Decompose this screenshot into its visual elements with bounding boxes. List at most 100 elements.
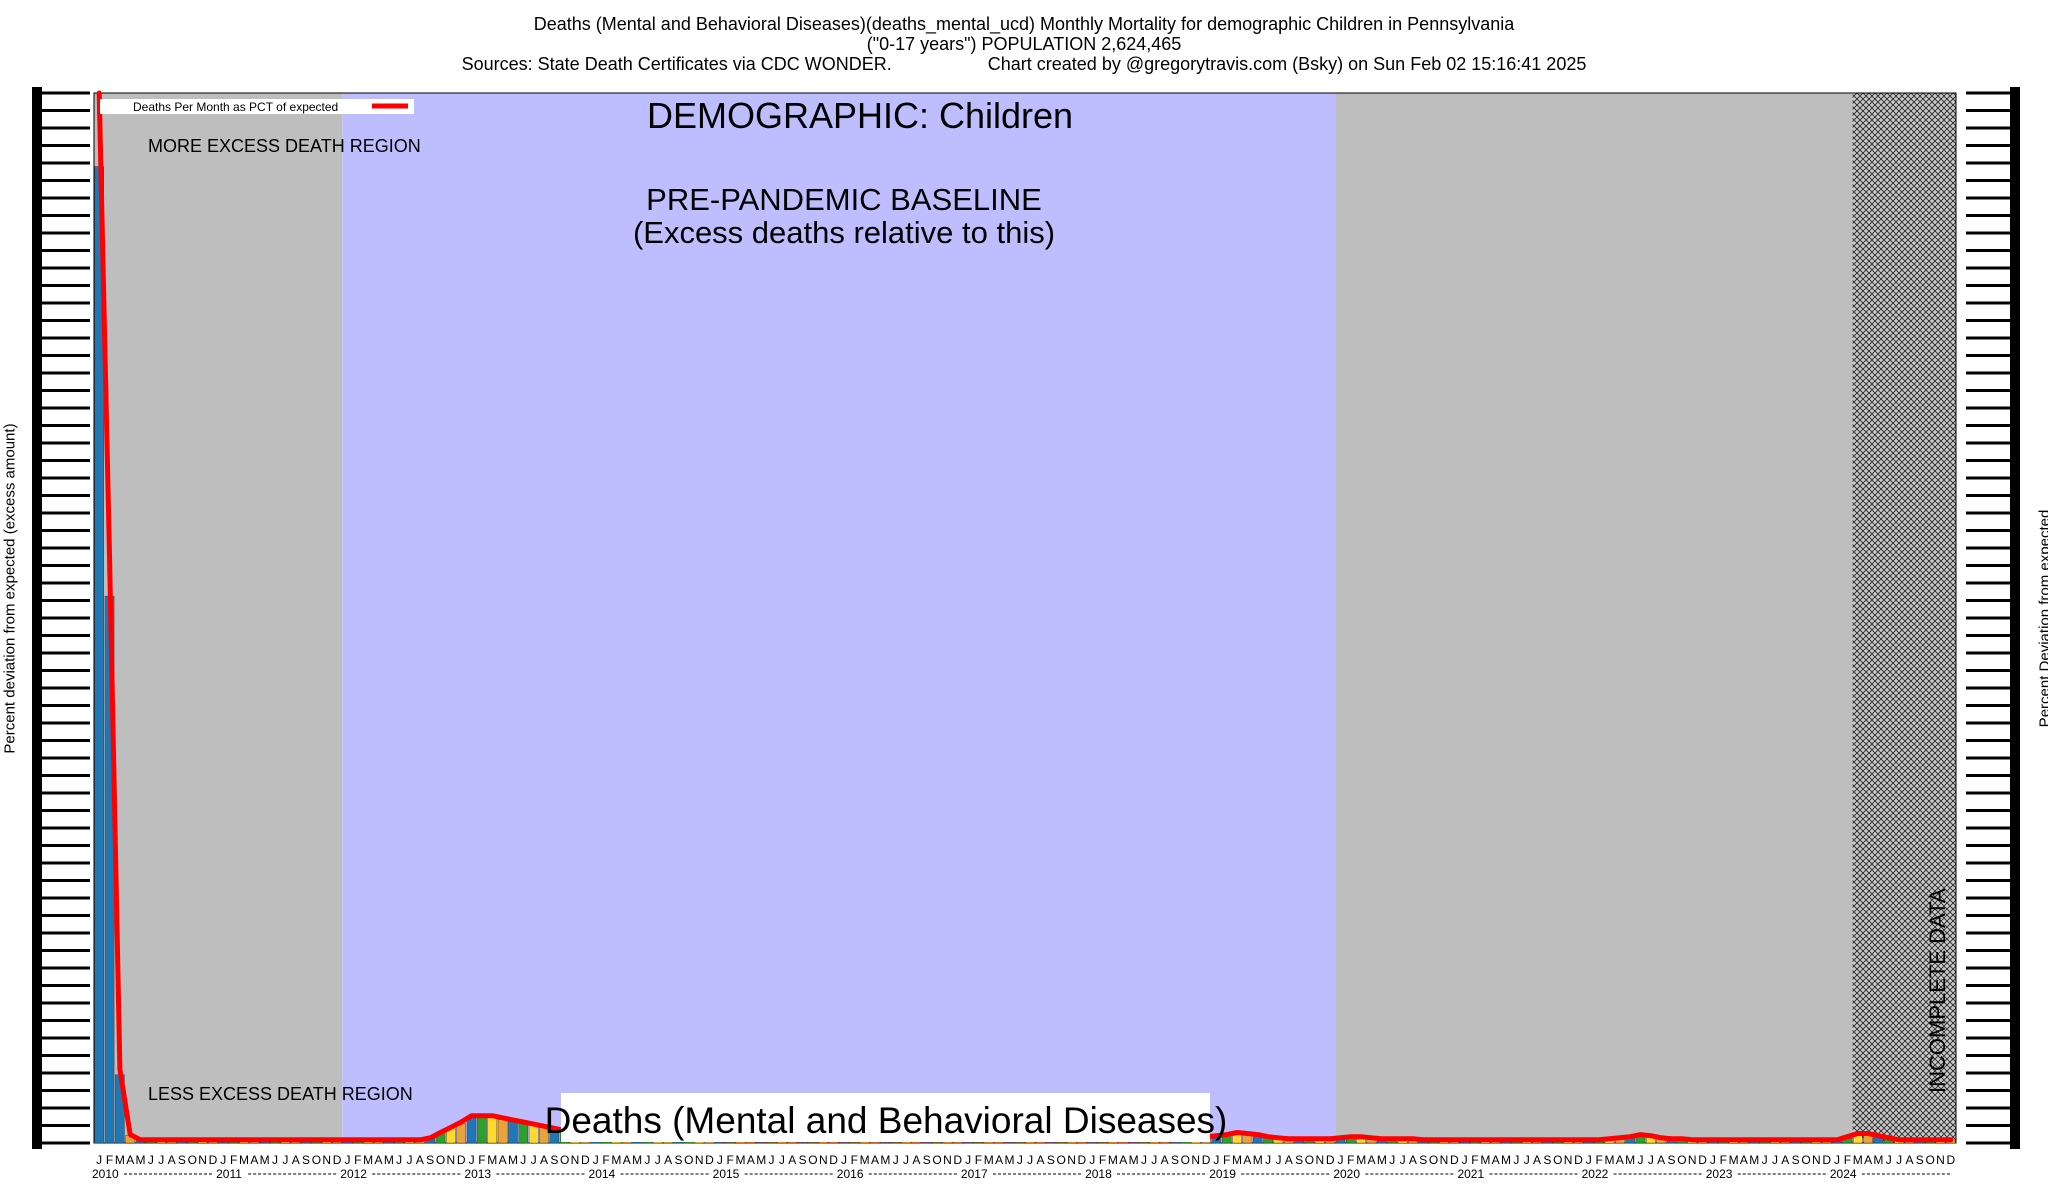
x-tick-year: 2024 — [1830, 1167, 1857, 1181]
x-tick-month: M — [860, 1153, 870, 1167]
x-tick-month: M — [384, 1153, 394, 1167]
x-tick-month: M — [880, 1153, 890, 1167]
x-tick-month: J — [344, 1153, 350, 1167]
x-tick-month: A — [499, 1153, 507, 1167]
x-tick-month: M — [1253, 1153, 1263, 1167]
data-bar — [487, 1117, 498, 1144]
x-tick-year: 2013 — [464, 1167, 491, 1181]
x-tick-month: N — [1067, 1153, 1076, 1167]
x-tick-month: J — [1772, 1153, 1778, 1167]
x-tick-month: N — [1812, 1153, 1821, 1167]
x-tick-month: J — [1710, 1153, 1716, 1167]
x-tick-month: A — [995, 1153, 1003, 1167]
x-tick-month: J — [1089, 1153, 1095, 1167]
x-tick-month: J — [1017, 1153, 1023, 1167]
x-tick-month: S — [302, 1153, 310, 1167]
x-tick-year: 2021 — [1457, 1167, 1484, 1181]
x-tick-month: D — [1574, 1153, 1583, 1167]
x-tick-month: J — [1141, 1153, 1147, 1167]
x-tick-month: J — [903, 1153, 909, 1167]
x-tick-year: 2019 — [1209, 1167, 1236, 1181]
x-tick-month: A — [1161, 1153, 1169, 1167]
x-tick-month: S — [426, 1153, 434, 1167]
x-tick-month: F — [1471, 1153, 1478, 1167]
x-tick-month: M — [611, 1153, 621, 1167]
x-tick-month: O — [1181, 1153, 1190, 1167]
legend-label: Deaths Per Month as PCT of expected — [133, 100, 338, 114]
x-tick-month: F — [851, 1153, 858, 1167]
center-label-box — [561, 1093, 1210, 1142]
x-tick-month: D — [209, 1153, 218, 1167]
region-baseline — [342, 93, 1336, 1143]
x-tick-month: A — [1243, 1153, 1251, 1167]
x-tick-month: O — [188, 1153, 197, 1167]
x-tick-month: M — [736, 1153, 746, 1167]
x-tick-month: A — [1657, 1153, 1665, 1167]
x-tick-month: F — [1099, 1153, 1106, 1167]
x-tick-month: J — [96, 1153, 102, 1167]
x-tick-month: A — [374, 1153, 382, 1167]
x-tick-month: A — [1905, 1153, 1913, 1167]
x-tick-year: 2011 — [216, 1167, 242, 1181]
x-tick-month: A — [1864, 1153, 1872, 1167]
x-tick-month: A — [250, 1153, 258, 1167]
x-tick-month: S — [1419, 1153, 1427, 1167]
x-tick-month: J — [1265, 1153, 1271, 1167]
x-tick-month: A — [912, 1153, 920, 1167]
x-tick-month: A — [416, 1153, 424, 1167]
x-tick-month: O — [1677, 1153, 1686, 1167]
chart-header: Deaths (Mental and Behavioral Diseases)(… — [0, 14, 2048, 74]
x-tick-month: S — [799, 1153, 807, 1167]
chart-credit: Chart created by @gregorytravis.com (Bsk… — [987, 54, 1587, 74]
x-tick-month: J — [1834, 1153, 1840, 1167]
x-tick-month: M — [1749, 1153, 1759, 1167]
x-tick-year: 2012 — [340, 1167, 367, 1181]
x-tick-month: M — [115, 1153, 125, 1167]
x-tick-month: J — [593, 1153, 599, 1167]
chart-sources: Sources: State Death Certificates via CD… — [461, 54, 892, 74]
x-tick-month: F — [1347, 1153, 1354, 1167]
legend-box — [100, 99, 414, 114]
x-tick-month: F — [1223, 1153, 1230, 1167]
x-tick-month: N — [322, 1153, 331, 1167]
chart-subtitle: ("0-17 years") POPULATION 2,624,465 — [866, 34, 1182, 54]
x-tick-month: J — [148, 1153, 154, 1167]
x-tick-month: J — [520, 1153, 526, 1167]
x-tick-month: M — [1232, 1153, 1242, 1167]
x-tick-month: A — [623, 1153, 631, 1167]
x-tick-year: 2015 — [713, 1167, 740, 1181]
data-bar — [508, 1121, 518, 1144]
x-tick-month: O — [684, 1153, 693, 1167]
x-tick-month: A — [1037, 1153, 1045, 1167]
x-tick-month: F — [354, 1153, 361, 1167]
x-tick-month: F — [1844, 1153, 1851, 1167]
x-tick-year: 2016 — [837, 1167, 864, 1181]
x-tick-month: M — [1004, 1153, 1014, 1167]
x-tick-month: M — [756, 1153, 766, 1167]
x-tick-month: J — [1648, 1153, 1654, 1167]
x-tick-month: F — [602, 1153, 609, 1167]
data-bar — [497, 1119, 508, 1144]
x-tick-month: A — [292, 1153, 300, 1167]
x-tick-month: O — [560, 1153, 569, 1167]
x-tick-month: J — [272, 1153, 278, 1167]
x-tick-month: O — [932, 1153, 941, 1167]
x-tick-month: A — [871, 1153, 879, 1167]
x-tick-month: M — [632, 1153, 642, 1167]
x-tick-month: J — [965, 1153, 971, 1167]
x-tick-month: O — [808, 1153, 817, 1167]
x-tick-month: J — [220, 1153, 226, 1167]
x-tick-month: J — [841, 1153, 847, 1167]
x-tick-month: J — [1338, 1153, 1344, 1167]
x-tick-month: J — [469, 1153, 475, 1167]
x-tick-month: M — [1480, 1153, 1490, 1167]
x-tick-month: M — [1501, 1153, 1511, 1167]
baseline-sublabel: (Excess deaths relative to this) — [633, 215, 1055, 250]
x-tick-month: D — [953, 1153, 962, 1167]
data-bar — [477, 1117, 487, 1144]
center-label: Deaths (Mental and Behavioral Diseases) — [545, 1100, 1228, 1141]
x-tick-month: D — [1202, 1153, 1211, 1167]
x-tick-month: N — [1564, 1153, 1573, 1167]
x-tick-month: F — [1720, 1153, 1727, 1167]
